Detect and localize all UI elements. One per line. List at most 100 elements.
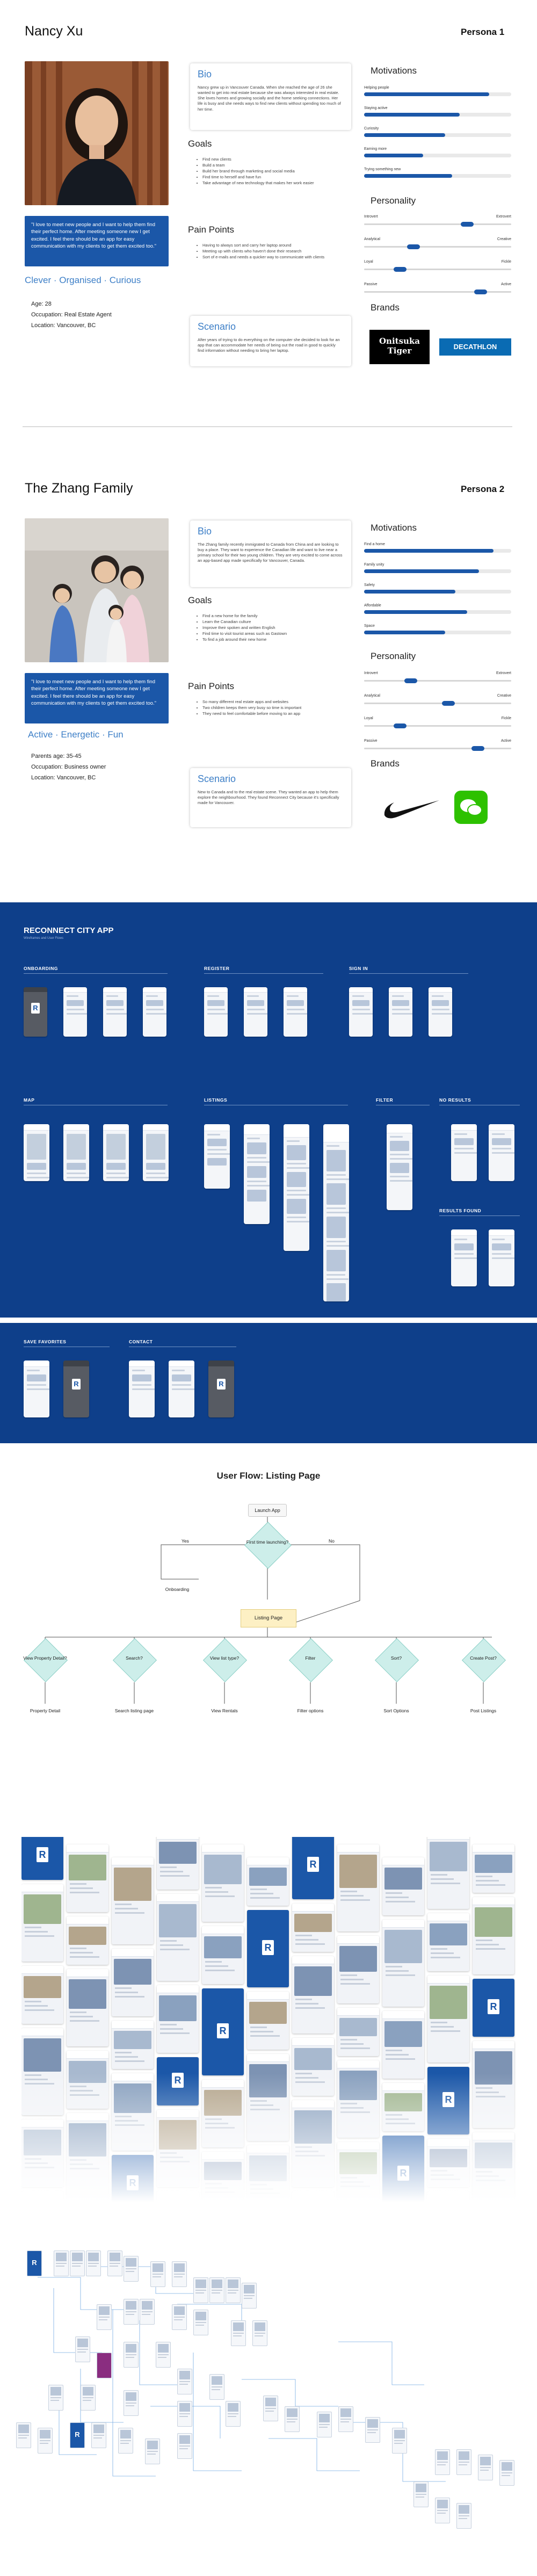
text-line [205,1887,222,1888]
text-line [212,2290,222,2291]
text-line [25,2009,54,2011]
register-label: REGISTER [204,966,230,971]
text-line [287,2421,295,2422]
persona-1-name: Nancy Xu [25,24,83,39]
text-line [250,2027,267,2028]
screen-header [337,1936,379,1944]
pain-points-title: Pain Points [188,681,234,691]
image-placeholder [132,1374,151,1381]
text-line [126,2403,136,2404]
list-item: Learn the Canadian culture [202,619,347,625]
text-line [250,1893,273,1894]
motivation-track [364,174,511,178]
text-line [70,1956,99,1958]
text-line [476,1940,493,1941]
app-screen-thumbnail: R [473,1979,514,2037]
wireframe-screen [169,1361,194,1417]
text-line [340,1974,358,1976]
listing-photo [437,2451,448,2460]
persona-1-tag: Persona 1 [461,27,505,37]
image-placeholder [287,1145,306,1160]
text-line [432,995,444,997]
text-line [174,2319,183,2320]
text-line [340,1899,370,1901]
text-line [110,2266,118,2267]
motivation-track [364,610,511,614]
screen-header [284,1124,309,1138]
wireframe-screen [63,1124,89,1181]
text-line [70,1952,93,1953]
persona-2-scenario-card: Scenario New to Canada and to the real e… [190,768,351,827]
screen-header [112,2021,154,2029]
screen-header [143,1124,169,1131]
text-line [392,995,404,997]
wireframe-screen [204,1124,230,1189]
listing-photo [174,2306,185,2315]
screen-header [292,1956,334,1964]
text-line [172,1388,194,1390]
screen-header [67,1844,108,1853]
text-line [386,2058,415,2060]
image-placeholder [67,1162,86,1170]
text-line [70,1892,99,1893]
text-line [70,1887,93,1889]
text-line [295,1935,313,1936]
prototype-screen [107,2251,122,2276]
text-line [416,2497,424,2498]
text-line [146,1009,164,1011]
motivation-label: Family unity [364,563,384,567]
flow-listing-page: Listing Page [241,1609,296,1627]
listing-photo [430,1842,467,1871]
text-line [476,1884,505,1886]
listing-photo [40,2430,50,2438]
text-line [416,2494,426,2495]
personality-track [364,723,511,728]
prototype-screen [172,2261,187,2287]
text-line [153,2274,163,2275]
text-line [174,2317,185,2318]
text-line [295,2007,325,2009]
text-line [179,2448,188,2449]
text-line [18,2437,27,2438]
prototype-screen [91,2422,106,2448]
wireframe-screen [204,987,228,1037]
sign-in-label: SIGN IN [349,966,368,971]
app-subtitle: Wireframes and User Flows [24,937,64,940]
text-line [386,2050,403,2051]
text-line [386,1966,403,1967]
listing-photo [120,2430,131,2438]
text-line [326,1241,346,1242]
prototype-screen [86,2251,101,2276]
text-line [367,2429,378,2430]
screen-header [129,1361,155,1367]
prototype-screen [231,2320,246,2346]
text-line [432,1013,452,1015]
filter-label: FILTER [376,1097,394,1103]
list-item: Find time to herself and have fun [202,175,347,180]
text-line [115,1908,138,1909]
listing-photo [294,2048,332,2070]
persona-1-occupation: Occupation: Real Estate Agent [31,312,112,318]
prototype-screen [435,2449,450,2475]
listing-photo [367,2419,378,2428]
wireframe-screen [284,1124,309,1251]
text-line [431,1874,448,1876]
app-screen-thumbnail [247,1857,289,1906]
listing-photo [255,2322,265,2331]
screen-header [24,1361,49,1367]
image-placeholder [247,1142,266,1154]
image-placeholder [207,1139,227,1146]
text-line [319,2427,328,2428]
text-line [195,2322,206,2323]
list-item: Find time to visit tourist areas such as… [202,631,347,637]
app-logo: R [31,1003,40,1014]
image-placeholder [207,1158,227,1166]
app-screen-thumbnail [337,2008,379,2056]
prototype-screen [177,2369,192,2394]
text-line [179,2445,190,2447]
text-line [295,1939,318,1941]
text-line [56,2266,64,2267]
screen-header [21,1884,63,1892]
text-line [265,2411,274,2412]
text-line [386,1901,415,1902]
